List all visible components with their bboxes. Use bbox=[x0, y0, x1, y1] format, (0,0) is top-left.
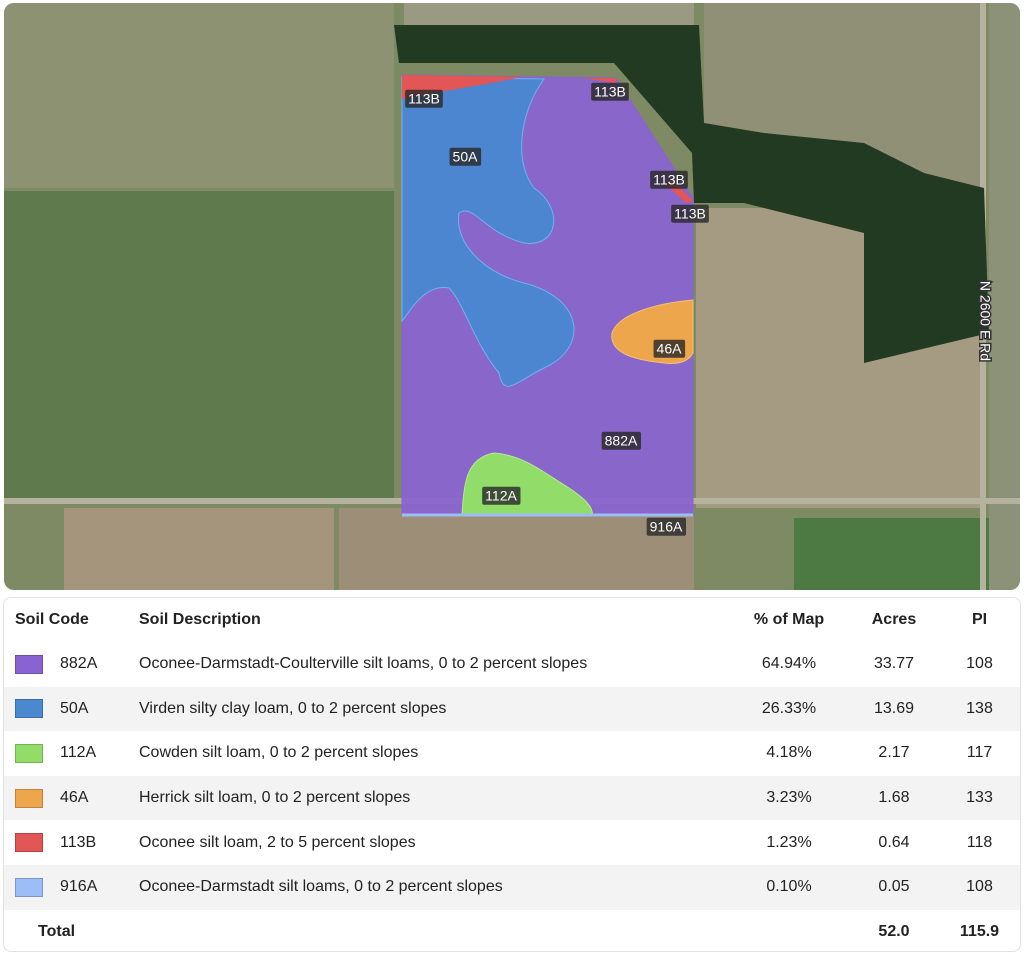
label-bg bbox=[482, 486, 521, 505]
soil-row: 113B Oconee silt loam, 2 to 5 percent slo… bbox=[4, 820, 1020, 865]
color-swatch bbox=[15, 654, 43, 674]
cell-description: Herrick silt loam, 0 to 2 percent slopes bbox=[139, 789, 411, 807]
cell-pi: 108 bbox=[966, 878, 993, 896]
color-swatch bbox=[15, 833, 43, 853]
soil-row: 916A Oconee-Darmstadt silt loams, 0 to 2 … bbox=[4, 864, 1020, 910]
swatch-cell bbox=[4, 687, 60, 732]
label-bg bbox=[653, 339, 686, 358]
cell-acres: 0.64 bbox=[878, 833, 910, 851]
field bbox=[989, 3, 1020, 590]
soil-row: 50A Virden silty clay loam, 0 to 2 percen… bbox=[4, 686, 1020, 732]
table-body: 882A Oconee-Darmstadt-Coulterville silt l… bbox=[4, 642, 1020, 910]
field bbox=[4, 191, 394, 501]
soil-113b bbox=[584, 78, 616, 83]
cell-pi: 118 bbox=[966, 833, 993, 851]
cell bbox=[139, 910, 729, 951]
cell-pi: 117 bbox=[966, 744, 993, 762]
soil-label: 113B bbox=[653, 172, 685, 188]
swatch-cell bbox=[4, 731, 60, 776]
swatch-cell bbox=[4, 820, 60, 865]
cell-code: 112A bbox=[60, 744, 97, 762]
cell-description: Oconee silt loam, 2 to 5 percent slopes bbox=[139, 833, 416, 851]
label-bg bbox=[646, 517, 687, 536]
cell-percent: 3.23% bbox=[766, 789, 812, 807]
soil-label: 113B bbox=[594, 84, 626, 100]
cell-percent: 64.94% bbox=[761, 655, 817, 673]
table: Soil Code Soil Description % of Map Acres PI… bbox=[4, 598, 1020, 951]
cell-percent: 26.33% bbox=[761, 699, 817, 717]
field bbox=[4, 3, 394, 188]
soil-label: 46A bbox=[657, 341, 683, 357]
forest bbox=[394, 25, 989, 363]
total-pi: 115.9 bbox=[959, 922, 1000, 940]
label-bg bbox=[591, 82, 629, 101]
soil-row: 112A Cowden silt loam, 0 to 2 percent slo… bbox=[4, 731, 1020, 776]
cell-acres: 1.68 bbox=[878, 789, 910, 807]
field bbox=[794, 518, 989, 590]
cell-description: Cowden silt loam, 0 to 2 percent slopes bbox=[139, 744, 419, 762]
color-swatch bbox=[15, 877, 43, 897]
soil-label: 112A bbox=[485, 488, 517, 504]
total-label: Total bbox=[38, 922, 76, 940]
road-label: N 2600 E Rd bbox=[977, 281, 993, 361]
cell-acres: 2.17 bbox=[878, 744, 910, 762]
header-row: Soil Code Soil Description % of Map Acres PI bbox=[4, 598, 1020, 642]
soil-row: 882A Oconee-Darmstadt-Coulterville silt l… bbox=[4, 642, 1020, 687]
field bbox=[64, 508, 334, 590]
color-swatch bbox=[15, 788, 43, 808]
cell-description: Oconee-Darmstadt silt loams, 0 to 2 perc… bbox=[139, 878, 503, 896]
soil-label: 916A bbox=[650, 519, 683, 535]
cell-code: 50A bbox=[60, 699, 89, 717]
soil-row: 46A Herrick silt loam, 0 to 2 percent slo… bbox=[4, 775, 1020, 821]
cell-code: 882A bbox=[60, 655, 98, 673]
field bbox=[339, 508, 694, 590]
soil-table: Soil Code Soil Description % of Map Acres PI… bbox=[3, 597, 1021, 952]
soil-label: 50A bbox=[453, 149, 479, 165]
color-swatch bbox=[15, 699, 43, 719]
cell-acres: 13.69 bbox=[873, 699, 915, 717]
cell-pi: 138 bbox=[966, 699, 993, 717]
label-bg bbox=[601, 431, 642, 450]
swatch-cell bbox=[4, 776, 60, 821]
cell-percent: 1.23% bbox=[766, 833, 812, 851]
cell-description: Oconee-Darmstadt-Coulterville silt loams… bbox=[139, 655, 588, 673]
label-bg bbox=[449, 147, 482, 166]
soil-labels: 113B 50A 113B 113B 113B 46A 882A 112A 916A bbox=[405, 82, 709, 536]
cell-pi: 108 bbox=[966, 655, 993, 673]
cell-code: 113B bbox=[60, 833, 97, 851]
label-bg bbox=[405, 89, 443, 108]
map: 113B 50A 113B 113B 113B 46A 882A 112A 916A N 260… bbox=[4, 3, 1020, 590]
cell-acres: 33.77 bbox=[873, 655, 915, 673]
map-canvas: 113B 50A 113B 113B 113B 46A 882A 112A 916A N 260… bbox=[4, 3, 1020, 590]
cell-code: 46A bbox=[60, 789, 89, 807]
column-header: Acres bbox=[871, 611, 917, 628]
cell-description: Virden silty clay loam, 0 to 2 percent s… bbox=[139, 699, 447, 717]
cell-code: 916A bbox=[60, 878, 98, 896]
swatch-cell bbox=[4, 865, 60, 910]
column-header: % of Map bbox=[753, 611, 825, 628]
soil-50a bbox=[401, 76, 575, 387]
soil-label: 882A bbox=[605, 433, 638, 449]
column-header: PI bbox=[971, 611, 988, 628]
cell-acres: 0.05 bbox=[878, 878, 910, 896]
label-bg bbox=[650, 170, 688, 189]
soil-label: 113B bbox=[408, 91, 440, 107]
total-acres: 52.0 bbox=[878, 922, 910, 940]
soil-label: 113B bbox=[674, 206, 706, 222]
column-header: Soil Description bbox=[139, 611, 261, 628]
cell-percent: 0.10% bbox=[766, 878, 812, 896]
color-swatch bbox=[15, 743, 43, 763]
cell-pi: 133 bbox=[966, 789, 993, 807]
label-bg bbox=[671, 204, 709, 223]
cell bbox=[729, 910, 849, 951]
column-header: Soil Code bbox=[15, 611, 89, 628]
swatch-cell bbox=[4, 642, 60, 687]
total-row: Total 52.0 115.9 bbox=[4, 910, 1020, 951]
cell-percent: 4.18% bbox=[766, 744, 812, 762]
